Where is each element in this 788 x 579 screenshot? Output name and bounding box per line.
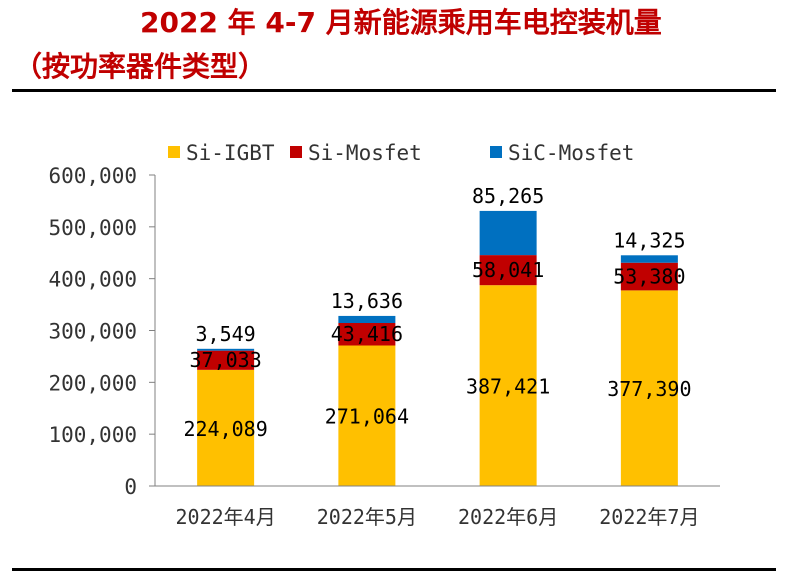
chart-title-line1: 2022 年 4-7 月新能源乘用车电控装机量 (140, 6, 662, 39)
x-tick-label: 2022年7月 (599, 505, 699, 529)
top-rule (12, 89, 776, 92)
bar-segment (479, 210, 537, 256)
y-tick-label: 600,000 (48, 164, 137, 188)
y-tick-label: 100,000 (48, 423, 137, 447)
data-label: 377,390 (607, 377, 691, 401)
bar-segment (197, 369, 255, 486)
x-tick-label: 2022年6月 (458, 505, 558, 529)
data-label: 14,325 (613, 228, 685, 252)
legend-label: Si-Mosfet (308, 141, 422, 165)
legend-swatch (490, 146, 502, 158)
chart-title-line2: （按功率器件类型） (14, 50, 267, 83)
data-label: 271,064 (325, 405, 409, 429)
legend-label: Si-IGBT (186, 141, 275, 165)
legend-swatch (290, 146, 302, 158)
data-label: 58,041 (472, 258, 544, 282)
x-tick-label: 2022年5月 (317, 505, 417, 529)
bar-segment (479, 255, 537, 286)
x-axis: 2022年4月 2022年5月 2022年6月 2022年7月 (155, 485, 720, 529)
data-label: 224,089 (183, 417, 267, 441)
bottom-rule (12, 568, 776, 571)
y-tick-label: 500,000 (48, 216, 137, 240)
data-label: 43,416 (331, 322, 403, 346)
bar-segment (620, 290, 678, 486)
y-tick-label: 0 (124, 475, 137, 499)
data-label: 387,421 (466, 375, 550, 399)
bar-segment (338, 315, 396, 323)
legend-label: SiC-Mosfet (508, 141, 634, 165)
y-tick-label: 200,000 (48, 371, 137, 395)
bar-segment (338, 322, 396, 346)
y-tick-label: 300,000 (48, 320, 137, 344)
y-axis: 0 100,000 200,000 300,000 400,000 500,000 600,… (48, 164, 156, 499)
y-tick-label: 400,000 (48, 268, 137, 292)
x-tick-label: 2022年4月 (176, 505, 276, 529)
data-label: 85,265 (472, 184, 544, 208)
bar-segment (338, 345, 396, 486)
bar-segment (620, 262, 678, 291)
data-label: 37,033 (190, 348, 262, 372)
bar-segment (620, 255, 678, 263)
legend-swatch (168, 146, 180, 158)
bar-segment (197, 348, 255, 351)
data-label: 53,380 (613, 265, 685, 289)
data-label: 3,549 (196, 322, 256, 346)
data-label: 13,636 (331, 289, 403, 313)
bar-segment (197, 350, 255, 370)
bar-segment (479, 285, 537, 486)
legend: Si-IGBT Si-Mosfet SiC-Mosfet (168, 141, 634, 165)
